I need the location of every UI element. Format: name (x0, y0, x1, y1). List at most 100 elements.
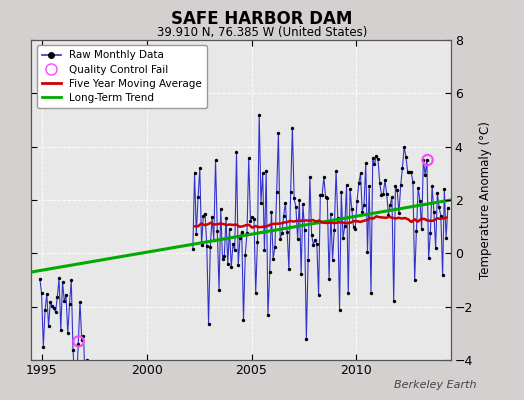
Point (299, 201, 307, 207)
Point (424, 255, 433, 262)
Point (266, 269, 274, 276)
Point (346, 186, 354, 192)
Point (199, 213, 208, 220)
Point (421, 172, 429, 178)
Point (414, 185, 422, 191)
Point (347, 206, 356, 212)
Point (407, 169, 416, 176)
Y-axis label: Temperature Anomaly (°C): Temperature Anomaly (°C) (479, 121, 492, 279)
Point (243, 230, 251, 236)
Point (316, 192, 324, 198)
Point (300, 226, 309, 233)
Point (79, 333, 88, 339)
Point (304, 257, 312, 264)
Point (78, 337, 86, 344)
Point (295, 197, 303, 203)
Point (274, 130, 282, 136)
Point (370, 161, 379, 168)
Point (397, 182, 405, 189)
Point (279, 212, 288, 219)
Point (398, 165, 407, 171)
Point (58, 279, 67, 285)
Point (62, 292, 70, 298)
Point (409, 178, 417, 185)
Point (342, 182, 351, 188)
Point (320, 174, 328, 181)
Point (67, 277, 75, 283)
Point (290, 195, 298, 202)
Point (48, 303, 56, 309)
Point (302, 336, 311, 342)
Point (239, 317, 248, 323)
Point (388, 194, 396, 200)
Point (219, 256, 227, 262)
Point (389, 298, 398, 304)
Point (189, 246, 197, 252)
Point (206, 244, 214, 250)
Point (231, 247, 239, 253)
Point (281, 200, 290, 206)
Point (41, 307, 49, 313)
Point (360, 202, 368, 208)
Point (76, 298, 84, 305)
Point (344, 290, 353, 296)
Point (376, 180, 384, 186)
Point (39, 344, 48, 350)
Point (253, 238, 261, 245)
Point (431, 245, 440, 252)
Point (283, 228, 291, 235)
Point (248, 214, 256, 220)
Point (374, 156, 382, 162)
Point (60, 298, 69, 304)
Point (395, 210, 403, 217)
Point (430, 209, 438, 215)
Point (323, 195, 332, 202)
Point (246, 218, 255, 224)
Point (318, 192, 326, 198)
Point (335, 306, 344, 313)
Point (440, 186, 449, 193)
Point (334, 215, 342, 222)
Point (50, 305, 58, 311)
Point (325, 276, 333, 282)
Point (211, 157, 220, 163)
Point (365, 182, 374, 189)
Point (403, 169, 412, 175)
Point (36, 276, 44, 282)
Point (356, 170, 365, 176)
Point (63, 330, 72, 336)
Point (293, 236, 302, 242)
Point (69, 347, 77, 354)
Point (71, 377, 79, 384)
Point (379, 191, 387, 198)
Point (278, 230, 286, 236)
Point (297, 271, 305, 277)
Point (241, 252, 249, 258)
Point (83, 356, 91, 363)
Point (416, 198, 424, 204)
Point (362, 160, 370, 166)
Point (53, 294, 61, 300)
Point (386, 202, 395, 208)
Point (262, 167, 270, 174)
Point (232, 149, 241, 155)
Point (213, 228, 222, 234)
Point (198, 242, 206, 248)
Point (229, 241, 237, 247)
Point (210, 237, 218, 243)
Point (257, 200, 265, 206)
Point (208, 214, 216, 220)
Point (444, 205, 452, 211)
Point (436, 212, 445, 219)
Point (410, 277, 419, 283)
Point (367, 290, 375, 296)
Point (332, 168, 340, 174)
Point (216, 206, 225, 212)
Point (330, 226, 339, 233)
Point (418, 226, 426, 232)
Point (237, 228, 246, 235)
Point (287, 189, 295, 196)
Point (412, 228, 421, 234)
Point (363, 249, 372, 255)
Point (311, 237, 319, 243)
